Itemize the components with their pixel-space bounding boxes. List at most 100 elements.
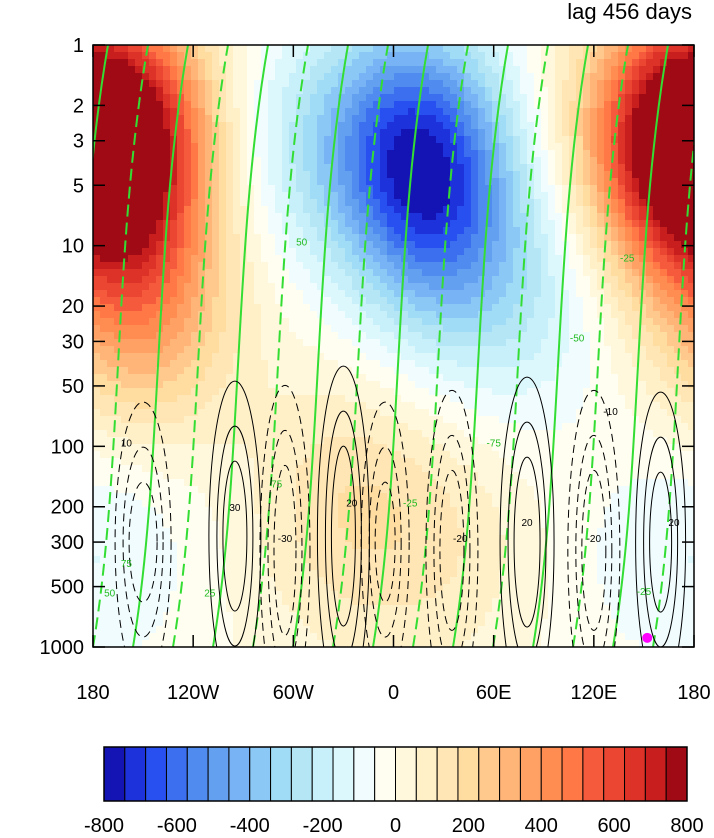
field-cell bbox=[100, 528, 108, 536]
field-cell bbox=[121, 108, 129, 116]
field-cell bbox=[415, 45, 423, 53]
field-cell bbox=[450, 514, 458, 522]
field-cell bbox=[100, 556, 108, 564]
field-cell bbox=[324, 409, 332, 417]
field-cell bbox=[443, 409, 451, 417]
field-cell bbox=[485, 339, 493, 347]
field-cell bbox=[450, 290, 458, 298]
field-cell bbox=[429, 87, 437, 95]
field-cell bbox=[450, 444, 458, 452]
field-cell bbox=[254, 325, 262, 333]
field-cell bbox=[387, 94, 395, 102]
field-cell bbox=[268, 192, 276, 200]
field-cell bbox=[135, 528, 143, 536]
field-cell bbox=[296, 395, 304, 403]
field-cell bbox=[163, 66, 171, 74]
field-cell bbox=[422, 206, 430, 214]
field-cell bbox=[492, 339, 500, 347]
field-cell bbox=[485, 493, 493, 501]
field-cell bbox=[443, 388, 451, 396]
field-cell bbox=[443, 500, 451, 508]
field-cell bbox=[142, 234, 150, 242]
field-cell bbox=[436, 521, 444, 529]
field-cell bbox=[422, 591, 430, 599]
field-cell bbox=[275, 542, 283, 550]
field-cell bbox=[345, 486, 353, 494]
field-cell bbox=[478, 66, 486, 74]
field-cell bbox=[142, 612, 150, 620]
field-cell bbox=[338, 220, 346, 228]
field-cell bbox=[282, 178, 290, 186]
field-cell bbox=[303, 241, 311, 249]
field-cell bbox=[373, 94, 381, 102]
field-cell bbox=[261, 150, 269, 158]
field-cell bbox=[464, 87, 472, 95]
field-cell bbox=[93, 73, 101, 81]
field-cell bbox=[156, 101, 164, 109]
field-cell bbox=[387, 297, 395, 305]
field-cell bbox=[177, 143, 185, 151]
field-cell bbox=[128, 227, 136, 235]
field-cell bbox=[457, 297, 465, 305]
field-cell bbox=[170, 59, 178, 67]
field-cell bbox=[191, 52, 199, 60]
field-cell bbox=[135, 332, 143, 340]
field-cell bbox=[394, 437, 402, 445]
field-cell bbox=[268, 437, 276, 445]
field-cell bbox=[184, 143, 192, 151]
field-cell bbox=[233, 556, 241, 564]
field-cell bbox=[373, 514, 381, 522]
field-cell bbox=[436, 598, 444, 606]
field-cell bbox=[149, 556, 157, 564]
field-cell bbox=[471, 535, 479, 543]
field-cell bbox=[198, 220, 206, 228]
field-cell bbox=[457, 605, 465, 613]
field-cell bbox=[303, 430, 311, 438]
field-cell bbox=[170, 178, 178, 186]
field-cell bbox=[415, 493, 423, 501]
field-cell bbox=[429, 248, 437, 256]
field-cell bbox=[345, 542, 353, 550]
field-cell bbox=[380, 549, 388, 557]
field-cell bbox=[366, 367, 374, 375]
field-cell bbox=[275, 80, 283, 88]
field-cell bbox=[93, 563, 101, 571]
field-cell bbox=[93, 164, 101, 172]
field-cell bbox=[485, 283, 493, 291]
field-cell bbox=[352, 52, 360, 60]
field-cell bbox=[464, 185, 472, 193]
field-cell bbox=[457, 563, 465, 571]
field-cell bbox=[268, 325, 276, 333]
field-cell bbox=[268, 423, 276, 431]
field-cell bbox=[415, 612, 423, 620]
field-cell bbox=[450, 234, 458, 242]
field-cell bbox=[247, 94, 255, 102]
field-cell bbox=[163, 269, 171, 277]
field-cell bbox=[205, 626, 213, 634]
field-cell bbox=[380, 598, 388, 606]
field-cell bbox=[149, 150, 157, 158]
field-cell bbox=[261, 486, 269, 494]
field-cell bbox=[100, 213, 108, 221]
field-cell bbox=[317, 199, 325, 207]
field-cell bbox=[429, 598, 437, 606]
field-cell bbox=[338, 115, 346, 123]
field-cell bbox=[429, 227, 437, 235]
field-cell bbox=[443, 458, 451, 466]
field-cell bbox=[366, 437, 374, 445]
field-cell bbox=[135, 52, 143, 60]
field-cell bbox=[275, 640, 283, 647]
field-cell bbox=[170, 122, 178, 130]
field-cell bbox=[149, 353, 157, 361]
field-cell bbox=[240, 164, 248, 172]
field-cell bbox=[478, 108, 486, 116]
field-cell bbox=[149, 164, 157, 172]
field-cell bbox=[170, 381, 178, 389]
field-cell bbox=[317, 605, 325, 613]
field-cell bbox=[324, 66, 332, 74]
field-cell bbox=[450, 493, 458, 501]
field-cell bbox=[205, 59, 213, 67]
field-cell bbox=[275, 367, 283, 375]
field-cell bbox=[401, 122, 409, 130]
field-cell bbox=[184, 66, 192, 74]
